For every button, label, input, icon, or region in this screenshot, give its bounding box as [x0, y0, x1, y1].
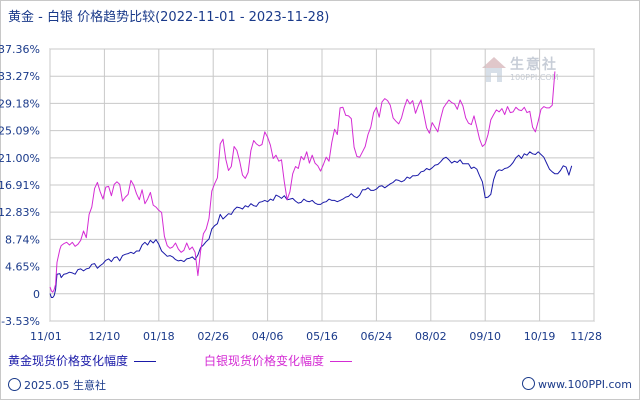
y-tick-label: 33.27%	[0, 70, 40, 83]
globe-icon	[522, 377, 536, 390]
legend-swatch-silver	[330, 361, 353, 362]
legend-entry-gold: 黄金现货价格变化幅度	[8, 352, 157, 369]
chart-title: 黄金 - 白银 价格趋势比较(2022-11-01 - 2023-11-28)	[8, 10, 330, 25]
footer-copyright: 2025.05 生意社	[8, 377, 106, 393]
legend-entry-silver: 白银现货价格变化幅度	[204, 352, 353, 369]
x-tick-label: 04/06	[252, 330, 284, 343]
y-tick-label: 16.91%	[0, 179, 40, 192]
y-tick-label: 0	[33, 288, 40, 301]
x-tick-label: 11/01	[30, 330, 62, 343]
x-tick-label: 05/16	[306, 330, 338, 343]
legend-label-gold: 黄金现货价格变化幅度	[8, 354, 129, 368]
x-tick-label: 08/02	[415, 330, 447, 343]
y-tick-label: 25.09%	[0, 125, 40, 138]
x-tick-label: 10/19	[524, 330, 556, 343]
footer-copyright-text: 2025.05 生意社	[24, 379, 106, 392]
legend-swatch-gold	[134, 361, 157, 362]
legend-label-silver: 白银现货价格变化幅度	[204, 354, 325, 368]
series-line-gold	[49, 151, 573, 298]
x-tick-label: 01/18	[143, 330, 175, 343]
watermark-url: 100PPI.COM	[510, 73, 559, 82]
series-line-silver	[49, 71, 556, 293]
x-tick-label: 02/26	[197, 330, 229, 343]
y-tick-label: 21.00%	[0, 152, 40, 165]
footer-site: www.100PPI.com	[522, 377, 632, 391]
footer-site-text: www.100PPI.com	[538, 378, 632, 391]
y-tick-label: -3.53%	[1, 315, 40, 328]
watermark-name: 生意社	[510, 57, 558, 73]
y-tick-label: 37.36%	[0, 43, 40, 56]
y-tick-label: 8.74%	[5, 233, 40, 246]
y-tick-label: 29.18%	[0, 97, 40, 110]
y-tick-label: 4.65%	[5, 261, 40, 274]
x-tick-label: 06/24	[361, 330, 393, 343]
x-tick-label: 11/28	[570, 330, 602, 343]
watermark-logo: 生意社 100PPI.COM	[480, 54, 576, 88]
y-tick-label: 12.83%	[0, 206, 40, 219]
copyright-icon	[8, 378, 21, 391]
house-icon	[482, 57, 506, 82]
x-tick-label: 09/10	[469, 330, 501, 343]
x-tick-label: 12/10	[89, 330, 121, 343]
